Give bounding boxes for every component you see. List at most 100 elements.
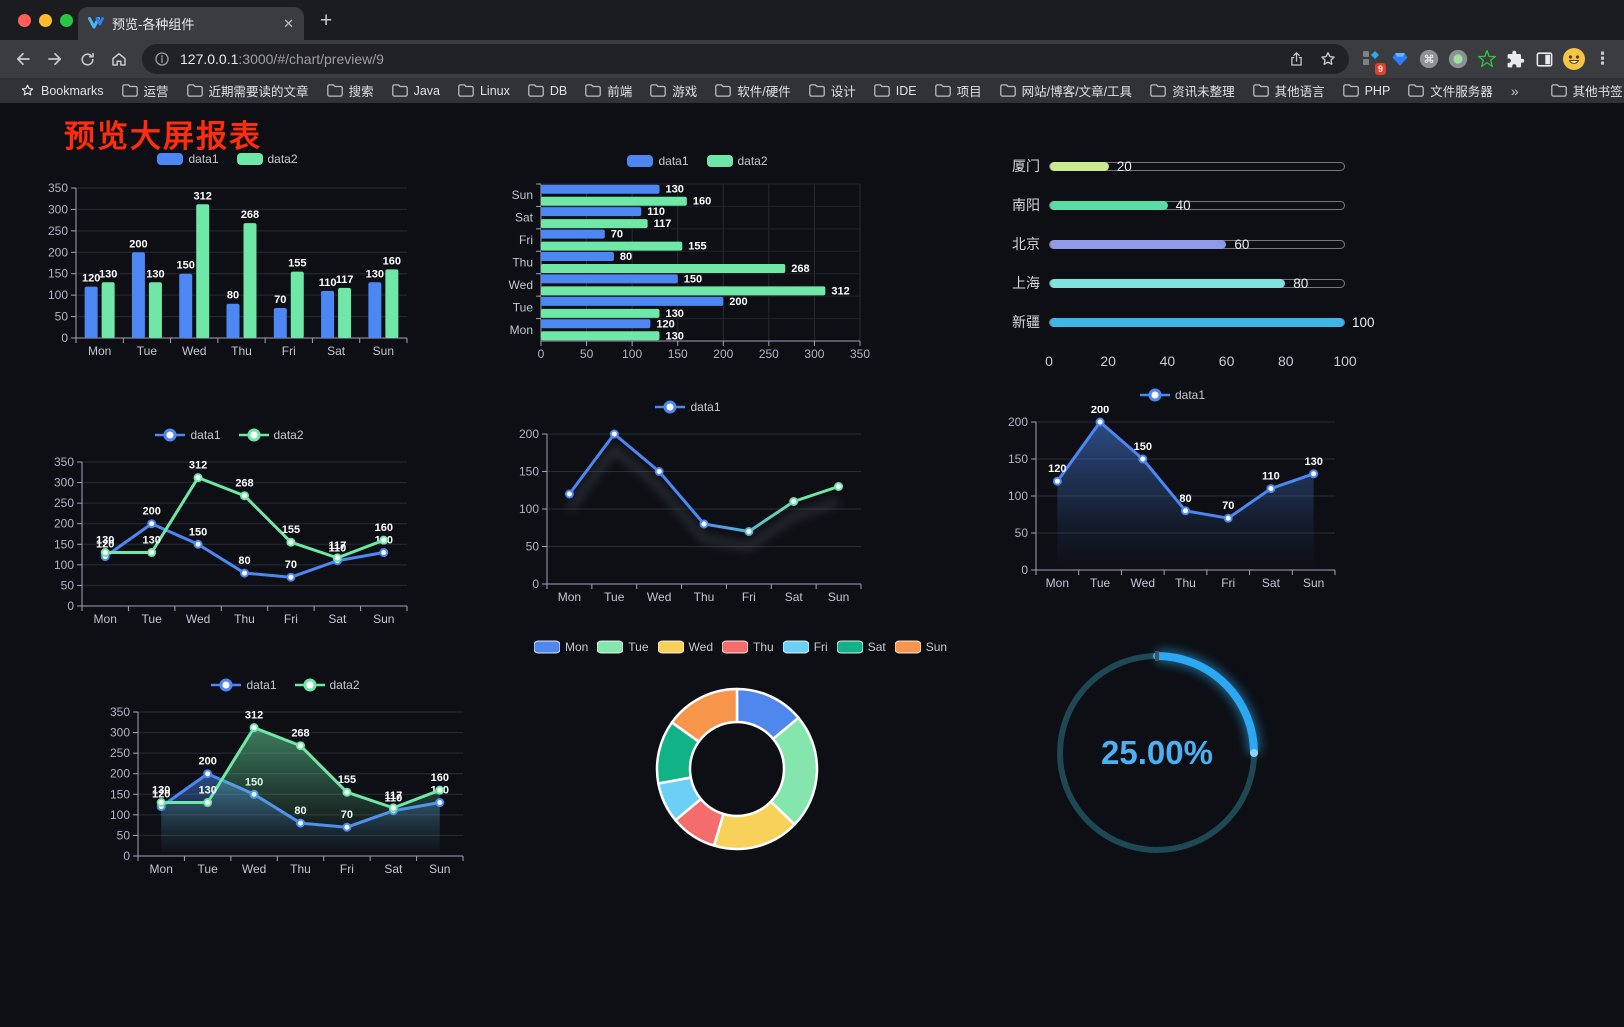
bookmark-folder-item[interactable]: 运营 <box>114 79 177 102</box>
svg-text:Wed: Wed <box>647 590 671 604</box>
legend-item-sat[interactable]: Sat <box>836 640 886 654</box>
bookmark-folder-item[interactable]: PHP <box>1335 82 1399 100</box>
bookmark-folder-item[interactable]: 网站/博客/文章/工具 <box>992 79 1140 102</box>
bookmark-folder-item[interactable]: 项目 <box>927 79 990 102</box>
svg-text:Wed: Wed <box>1131 576 1155 590</box>
bookmark-folder-item[interactable]: 近期需要读的文章 <box>179 79 317 102</box>
svg-text:Thu: Thu <box>694 590 715 604</box>
chart-canvas-pie-week[interactable] <box>548 658 933 882</box>
legend-item-data2[interactable]: data2 <box>706 154 768 168</box>
svg-text:70: 70 <box>285 559 297 571</box>
chart-line-gradient[interactable]: data1 0 50 100 150 200 Mon Tue Wed Thu Fri Sat Sun <box>503 396 873 610</box>
bookmark-folder-item[interactable]: 其他语言 <box>1245 79 1333 102</box>
bookmark-folder-item[interactable]: Java <box>384 82 448 100</box>
legend-item-thu[interactable]: Thu <box>722 640 774 654</box>
extension-tampermonkey-icon[interactable]: 9 <box>1357 46 1386 75</box>
svg-text:0: 0 <box>123 849 130 863</box>
legend-item-data2[interactable]: data2 <box>294 678 360 692</box>
extensions-puzzle-icon[interactable] <box>1502 46 1529 73</box>
chart-canvas-line-two[interactable]: 0 50 100 150 200 250 300 350 Mon Tue Wed Thu Fri Sat S… <box>42 446 417 640</box>
bookmark-star-icon[interactable] <box>1319 50 1337 68</box>
extension-record-icon[interactable] <box>1444 46 1471 73</box>
chart-bar-grouped[interactable]: data1 data2 0 50 100 150 200 250 300 350 Mon Tue Wed… <box>40 148 415 366</box>
window-close-button[interactable] <box>18 14 31 27</box>
other-bookmarks-item[interactable]: 其他书签 <box>1543 79 1624 102</box>
share-icon[interactable] <box>1288 50 1305 68</box>
legend-item-data2[interactable]: data2 <box>236 152 298 166</box>
profile-avatar[interactable] <box>1560 46 1587 73</box>
side-panel-icon[interactable] <box>1531 46 1558 73</box>
progress-track[interactable]: 40 <box>1049 198 1345 213</box>
bookmark-folder-item[interactable]: 文件服务器 <box>1400 79 1501 102</box>
progress-axis: 0 20 40 60 80 100 <box>1045 353 1357 373</box>
legend-swatch <box>236 153 263 165</box>
chart-pie-week[interactable]: Mon Tue Wed Thu Fri Sat Sun <box>533 636 947 886</box>
legend-item-data1[interactable]: data1 <box>211 678 277 692</box>
extension-command-icon[interactable]: ⌘ <box>1415 46 1442 73</box>
bookmark-folder-item[interactable]: DB <box>520 82 575 100</box>
legend-item-data1[interactable]: data1 <box>627 154 689 168</box>
chart-area-two[interactable]: data1 data2 0 50 100 150 200 250 300 350 Mon Tue Wed… <box>98 674 473 890</box>
legend-label: Tue <box>628 640 649 654</box>
chart-canvas-line-gradient[interactable]: 0 50 100 150 200 Mon Tue Wed Thu Fri Sat Sun <box>503 418 873 610</box>
legend-item-sun[interactable]: Sun <box>894 640 947 654</box>
legend-item-data1[interactable]: data1 <box>1139 388 1205 402</box>
bookmark-folder-item[interactable]: 软件/硬件 <box>707 79 798 102</box>
extension-gem-icon[interactable] <box>1386 46 1413 73</box>
bookmark-folder-item[interactable]: 资讯未整理 <box>1142 79 1243 102</box>
chart-canvas-area-two[interactable]: 0 50 100 150 200 250 300 350 Mon Tue Wed Thu Fri Sat S… <box>98 696 473 890</box>
bookmark-folder-item[interactable]: 游戏 <box>642 79 705 102</box>
url-bar[interactable]: 127.0.0.1:3000/#/chart/preview/9 <box>142 44 1349 74</box>
chart-line-two[interactable]: data1 data2 0 50 100 150 200 250 300 350 Mon Tue Wed… <box>42 424 417 640</box>
legend-item-data1[interactable]: data1 <box>155 428 221 442</box>
legend-item-wed[interactable]: Wed <box>657 640 713 654</box>
svg-text:110: 110 <box>328 543 346 555</box>
svg-text:120: 120 <box>656 318 674 330</box>
site-info-icon[interactable] <box>154 51 170 67</box>
home-button[interactable] <box>104 44 134 74</box>
progress-track[interactable]: 60 <box>1049 237 1345 252</box>
new-tab-button[interactable]: + <box>320 9 333 32</box>
browser-tab[interactable]: 预览-各种组件 ✕ <box>78 7 304 40</box>
extension-star-icon[interactable] <box>1473 46 1500 73</box>
bookmark-folder-item[interactable]: 搜索 <box>319 79 382 102</box>
window-minimize-button[interactable] <box>39 14 52 27</box>
window-zoom-button[interactable] <box>60 14 73 27</box>
bookmark-folder-item[interactable]: Linux <box>450 82 518 100</box>
legend-item-data1[interactable]: data1 <box>157 152 219 166</box>
forward-button[interactable] <box>40 44 70 74</box>
bookmark-folder-label: Java <box>413 83 440 98</box>
bookmarks-overflow-chevron[interactable]: » <box>1510 82 1519 99</box>
back-button[interactable] <box>8 44 38 74</box>
progress-track[interactable]: 80 <box>1049 276 1345 291</box>
svg-text:110: 110 <box>647 206 665 218</box>
progress-fill <box>1050 161 1109 171</box>
legend-item-tue[interactable]: Tue <box>597 640 649 654</box>
svg-text:100: 100 <box>48 288 68 302</box>
chart-canvas-bar-horizontal[interactable]: 0 50 100 150 200 250 300 350 Sun Sat Fri Thu Wed Tue M… <box>505 172 890 368</box>
chart-gauge-progress[interactable]: 25.00% <box>1040 632 1275 877</box>
bookmarks-root-item[interactable]: Bookmarks <box>12 81 112 100</box>
folder-icon <box>458 84 474 97</box>
tab-close-icon[interactable]: ✕ <box>283 15 294 31</box>
bookmark-folder-item[interactable]: IDE <box>866 82 925 100</box>
menu-kebab-icon[interactable]: ⋮ <box>1594 49 1611 68</box>
legend-item-data1[interactable]: data1 <box>655 400 721 414</box>
svg-text:Fri: Fri <box>284 612 298 626</box>
bookmark-folder-item[interactable]: 前端 <box>577 79 640 102</box>
legend-item-data2[interactable]: data2 <box>238 428 304 442</box>
chart-canvas-gauge-progress[interactable]: 25.00% <box>1040 632 1275 877</box>
chart-progress-bars[interactable]: 厦门 20 南阳 40 北京 60 上海 80 新疆 100 0 20 40 60 80 100 <box>1000 158 1375 388</box>
bookmark-folder-item[interactable]: 设计 <box>801 79 864 102</box>
svg-text:Mon: Mon <box>558 590 581 604</box>
progress-track[interactable]: 100 <box>1049 315 1375 330</box>
chart-bar-horizontal[interactable]: data1 data2 0 50 100 150 200 250 300 350 Sun Sat Fri… <box>505 150 890 368</box>
legend-item-fri[interactable]: Fri <box>782 640 828 654</box>
legend-item-mon[interactable]: Mon <box>533 640 588 654</box>
progress-track[interactable]: 20 <box>1049 159 1345 174</box>
reload-button[interactable] <box>72 44 102 74</box>
svg-text:Fri: Fri <box>742 590 756 604</box>
chart-area-one[interactable]: data1 0 50 100 150 200 Mon Tue Wed Thu Fri Sat Sun 12… <box>1000 384 1345 596</box>
chart-canvas-area-one[interactable]: 0 50 100 150 200 Mon Tue Wed Thu Fri Sat Sun 120 200 1… <box>1000 406 1345 596</box>
chart-canvas-bar-grouped[interactable]: 0 50 100 150 200 250 300 350 Mon Tue Wed Thu Fri Sat S… <box>40 170 415 366</box>
